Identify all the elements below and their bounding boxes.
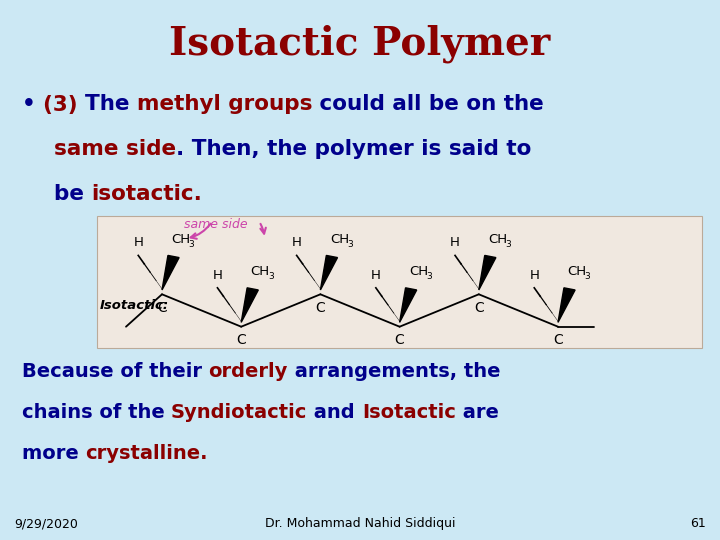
Text: 3: 3 — [426, 272, 432, 281]
Text: methyl groups: methyl groups — [137, 94, 312, 114]
Text: CH: CH — [330, 233, 349, 246]
Text: H: H — [450, 237, 460, 249]
Text: 9/29/2020: 9/29/2020 — [14, 517, 78, 530]
Polygon shape — [479, 255, 496, 290]
Text: crystalline.: crystalline. — [85, 444, 207, 463]
Text: same side: same side — [54, 139, 176, 159]
Bar — [97, 216, 702, 348]
Text: 61: 61 — [690, 517, 706, 530]
Text: H: H — [371, 269, 381, 282]
Text: Isotactic Polymer: Isotactic Polymer — [169, 24, 551, 63]
Text: same side: same side — [184, 218, 247, 231]
Text: Isotactic:: Isotactic: — [99, 299, 168, 312]
Text: CH: CH — [251, 265, 270, 278]
Polygon shape — [162, 255, 179, 290]
Text: CH: CH — [409, 265, 428, 278]
Text: CH: CH — [171, 233, 191, 246]
Polygon shape — [241, 288, 258, 322]
Text: CH: CH — [567, 265, 587, 278]
Text: 3: 3 — [505, 240, 511, 248]
Polygon shape — [400, 288, 417, 322]
Text: . Then, the polymer is said to: . Then, the polymer is said to — [176, 139, 531, 159]
Text: and: and — [307, 403, 362, 422]
Text: C: C — [236, 333, 246, 347]
Text: (3): (3) — [43, 94, 85, 114]
Text: more: more — [22, 444, 85, 463]
Polygon shape — [320, 255, 338, 290]
Text: C: C — [474, 301, 484, 315]
Text: arrangements, the: arrangements, the — [288, 362, 500, 381]
Text: orderly: orderly — [208, 362, 288, 381]
Text: could all be on the: could all be on the — [312, 94, 544, 114]
Text: The: The — [85, 94, 137, 114]
Text: 3: 3 — [347, 240, 353, 248]
Text: H: H — [133, 237, 143, 249]
Text: C: C — [315, 301, 325, 315]
Text: •: • — [22, 94, 43, 114]
Text: C: C — [157, 301, 167, 315]
Text: H: H — [212, 269, 222, 282]
Text: Isotactic: Isotactic — [362, 403, 456, 422]
Polygon shape — [558, 288, 575, 322]
Text: Because of their: Because of their — [22, 362, 208, 381]
Text: 3: 3 — [189, 240, 194, 248]
Text: 3: 3 — [585, 272, 590, 281]
Text: C: C — [553, 333, 563, 347]
Text: H: H — [292, 237, 302, 249]
Text: be: be — [54, 184, 91, 204]
Text: isotactic.: isotactic. — [91, 184, 202, 204]
Text: chains of the: chains of the — [22, 403, 171, 422]
Text: Syndiotactic: Syndiotactic — [171, 403, 307, 422]
Text: C: C — [395, 333, 405, 347]
Text: Dr. Mohammad Nahid Siddiqui: Dr. Mohammad Nahid Siddiqui — [265, 517, 455, 530]
Text: 3: 3 — [268, 272, 274, 281]
Text: H: H — [529, 269, 539, 282]
Text: CH: CH — [488, 233, 508, 246]
Text: are: are — [456, 403, 498, 422]
